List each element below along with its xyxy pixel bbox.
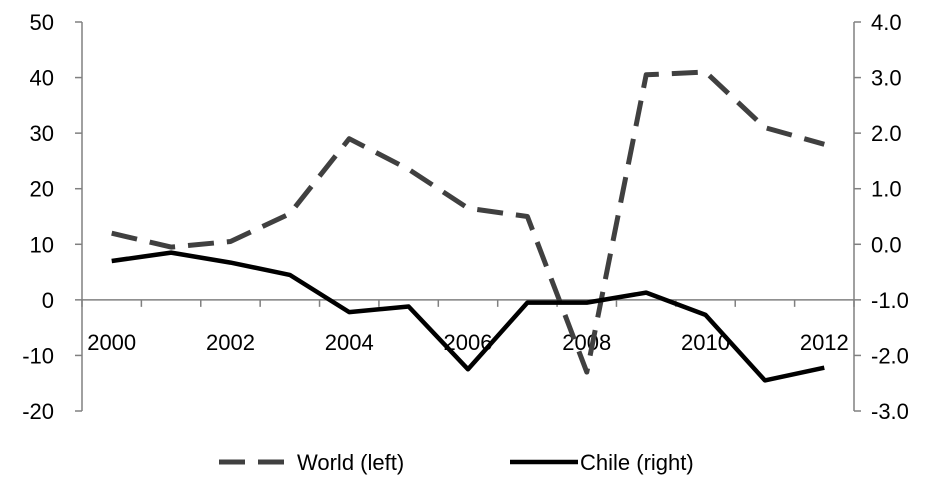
left-axis-tick-label: -20	[22, 399, 54, 424]
left-axis-tick-label: 30	[30, 121, 54, 146]
legend-world-label: World (left)	[297, 450, 404, 475]
legend: World (left) Chile (right)	[219, 450, 694, 475]
series-lines	[111, 69, 825, 383]
left-axis-tick-label: 20	[30, 177, 54, 202]
left-axis-tick-label: 40	[30, 66, 54, 91]
x-axis-tick-label: 2000	[87, 330, 136, 355]
right-axis-tick-label: 4.0	[871, 10, 902, 35]
left-axis-tick-label: 10	[30, 232, 54, 257]
right-axis-tick-label: 1.0	[871, 177, 902, 202]
right-axis-tick-label: 2.0	[871, 121, 902, 146]
x-axis-tick-label: 2012	[800, 330, 849, 355]
right-axis-tick-label: -2.0	[871, 343, 909, 368]
chile-series-line	[111, 250, 825, 383]
right-axis-tick-label: 3.0	[871, 66, 902, 91]
x-axis-tick-label: 2002	[206, 330, 255, 355]
world-series-line	[111, 69, 825, 375]
left-axis-tick-label: 0	[42, 288, 54, 313]
right-axis-tick-label: -1.0	[871, 288, 909, 313]
left-axis-tick-label: -10	[22, 343, 54, 368]
tick-labels: 50 40 30 20 10 0 -10 -20 4.0 3.0 2.0 1.0 0.0 -1.0 -2.0…	[22, 10, 909, 424]
right-axis-tick-label: 0.0	[871, 232, 902, 257]
right-axis-tick-label: -3.0	[871, 399, 909, 424]
axes	[75, 21, 861, 412]
left-axis-tick-label: 50	[30, 10, 54, 35]
x-axis-tick-label: 2004	[325, 330, 374, 355]
legend-chile-label: Chile (right)	[580, 450, 694, 475]
